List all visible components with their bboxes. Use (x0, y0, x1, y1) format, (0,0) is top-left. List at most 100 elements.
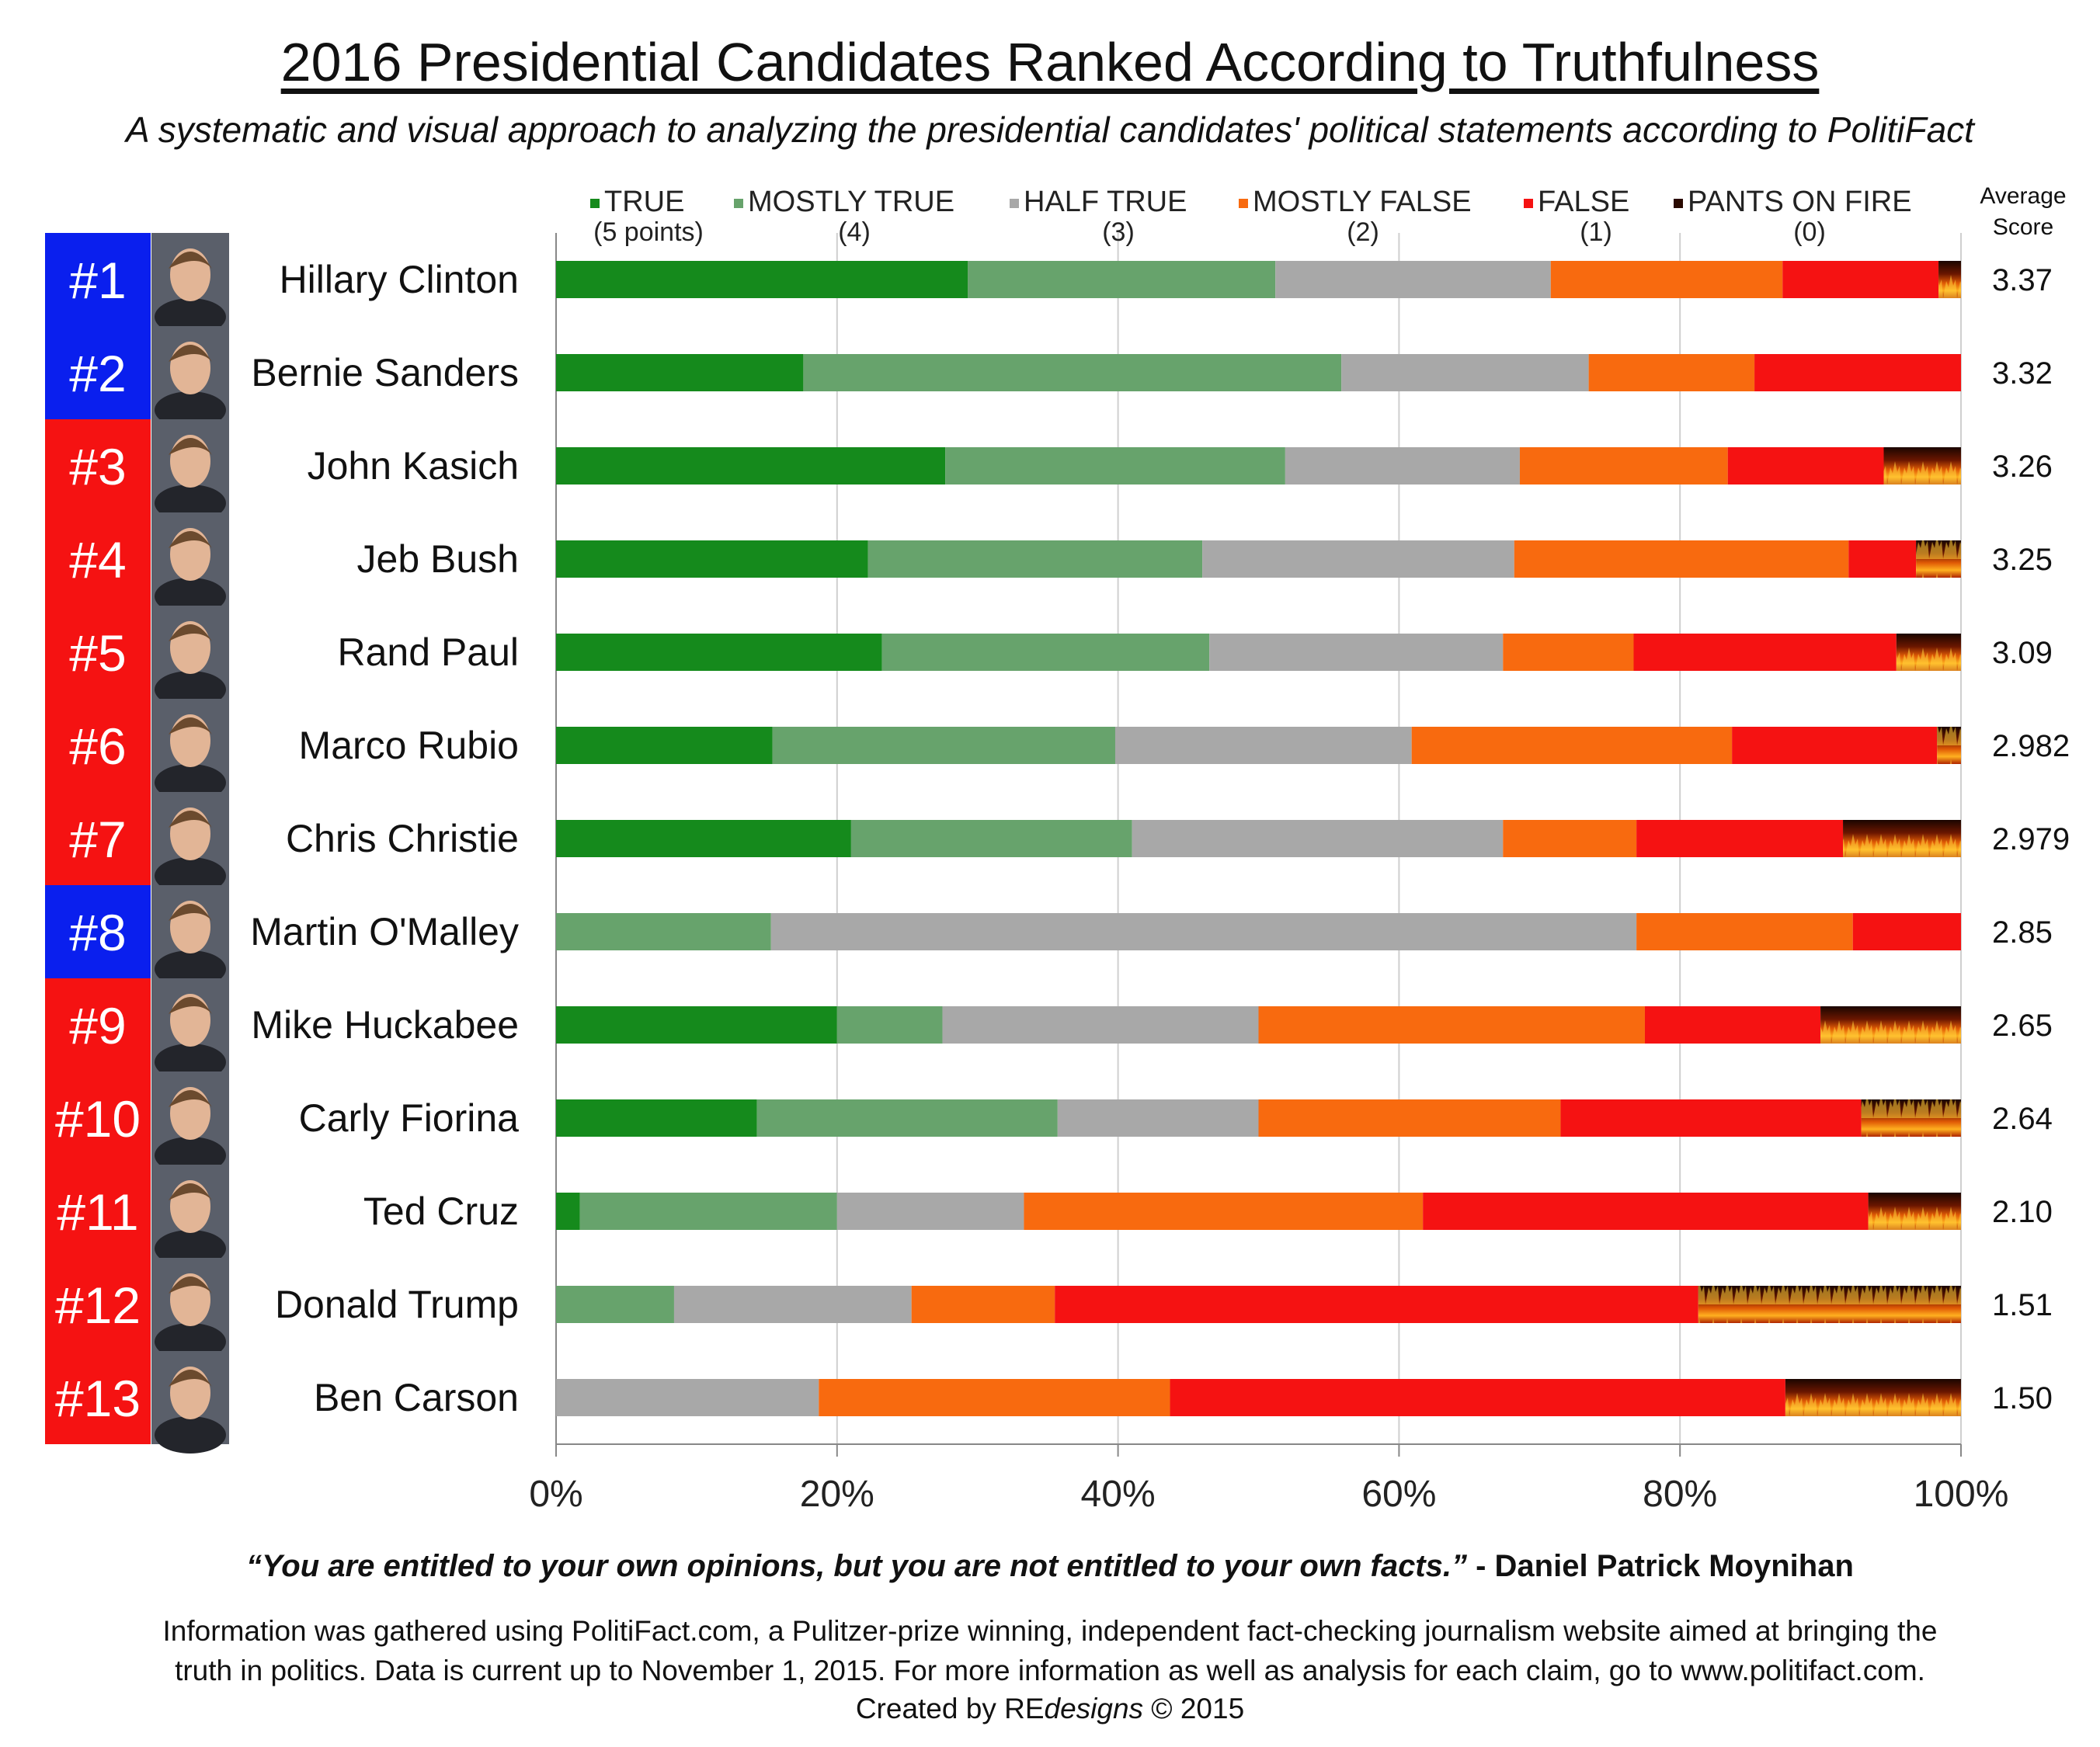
average-score-header-line1: Average (1980, 183, 2066, 209)
rank-badge (45, 978, 151, 1071)
candidate-name: Ben Carson (314, 1376, 519, 1419)
footer-info: Information was gathered using PolitiFac… (47, 1611, 2053, 1690)
x-tick-label: 60% (1361, 1474, 1436, 1515)
photo-hair (169, 252, 212, 269)
rank-label: #5 (69, 624, 126, 682)
candidate-name: Donald Trump (275, 1283, 519, 1326)
legend-points: (2) (1347, 217, 1379, 247)
rank-label: #2 (69, 345, 126, 402)
fire-texture (1938, 261, 1961, 298)
bar-segment-mostly-true (945, 447, 1285, 485)
bar-segment-true (556, 354, 804, 391)
bar-segment-mostly-true (556, 913, 771, 950)
bar-segment-mostly-true (968, 261, 1276, 298)
bar-segment-mostly-false (1519, 447, 1728, 485)
bar-segment-half-true (1341, 354, 1589, 391)
average-score-header-line2: Score (1993, 214, 2053, 240)
photo-hair (169, 531, 212, 548)
bar-segment-mostly-false (1550, 261, 1783, 298)
bar-segment-true (556, 634, 882, 671)
bar-segment-half-true (673, 1286, 912, 1323)
legend-label: FALSE (1538, 186, 1629, 218)
average-score: 2.10 (1992, 1195, 2053, 1229)
average-score: 3.32 (1992, 356, 2053, 391)
photo-hair (169, 997, 212, 1014)
x-tick-label: 80% (1643, 1474, 1717, 1515)
photo-hair (169, 345, 212, 362)
rank-badge (45, 1258, 151, 1351)
bar-segment-true (556, 727, 773, 764)
bar-segment-false (1633, 634, 1897, 671)
chart-subtitle: A systematic and visual approach to anal… (126, 109, 1974, 150)
footer-quote: “You are entitled to your own opinions, … (0, 1549, 2100, 1584)
bar-segment-mostly-true (836, 1006, 943, 1044)
rank-badge (45, 699, 151, 792)
bar-segment-mostly-true (881, 634, 1210, 671)
average-score: 1.51 (1992, 1288, 2053, 1322)
bar-segment-mostly-true (756, 1099, 1058, 1137)
rank-badge (45, 419, 151, 512)
fire-texture (1820, 1006, 1961, 1044)
bar-segment-mostly-true (850, 820, 1132, 857)
fire-texture (1861, 1099, 1961, 1137)
bar-segment-half-true (1285, 447, 1520, 485)
rank-badge (45, 792, 151, 885)
legend-label: MOSTLY TRUE (748, 186, 954, 218)
rank-label: #7 (69, 811, 126, 868)
candidate-name: Martin O'Malley (250, 910, 519, 953)
bar-segment-false (1423, 1193, 1869, 1230)
quote-text: “You are entitled to your own opinions, … (246, 1549, 1467, 1583)
fire-texture (1937, 727, 1961, 764)
bar-segment-false (1848, 540, 1917, 578)
bar-segment-half-true (1275, 261, 1551, 298)
legend-points: (1) (1580, 217, 1612, 247)
legend-points: (5 points) (593, 217, 704, 247)
bar-segment-mostly-true (803, 354, 1342, 391)
rank-label: #3 (69, 438, 126, 495)
rank-label: #10 (55, 1090, 141, 1148)
fire-texture (1896, 634, 1961, 671)
rank-badge (45, 1071, 151, 1165)
rank-label: #13 (55, 1370, 141, 1427)
bar-segment-true (556, 1099, 757, 1137)
bar-segment-mostly-true (579, 1193, 837, 1230)
bar-segment-false (1782, 261, 1939, 298)
legend-swatch-mostly-false (1239, 199, 1248, 208)
credit-italic: designs (1044, 1693, 1144, 1724)
candidate-name: John Kasich (308, 444, 519, 488)
bar-segment-half-true (1202, 540, 1514, 578)
average-score: 3.09 (1992, 636, 2053, 670)
bar-segment-mostly-false (1503, 634, 1634, 671)
photo-hair (169, 1183, 212, 1200)
footer-credit: Created by REdesigns © 2015 (0, 1693, 2100, 1725)
bar-segment-false (1170, 1379, 1785, 1416)
bar-segment-true (556, 1193, 580, 1230)
fire-texture (1916, 540, 1961, 578)
candidate-name: Marco Rubio (299, 724, 519, 767)
candidate-name: Hillary Clinton (280, 258, 519, 301)
bar-segment-half-true (942, 1006, 1259, 1044)
bar-segment-mostly-true (867, 540, 1203, 578)
legend-points: (3) (1102, 217, 1135, 247)
bar-segment-true (556, 540, 868, 578)
rank-label: #8 (69, 904, 126, 961)
bar-segment-false (1754, 354, 1961, 391)
photo-hair (169, 624, 212, 641)
average-score: 2.64 (1992, 1102, 2053, 1136)
candidate-name: Rand Paul (338, 630, 520, 674)
bar-segment-mostly-false (1024, 1193, 1424, 1230)
bar-segment-mostly-false (1588, 354, 1755, 391)
info-line-2: truth in politics. Data is current up to… (175, 1655, 1925, 1686)
legend-label: TRUE (604, 186, 684, 218)
bar-segment-mostly-false (819, 1379, 1170, 1416)
photo-hair (169, 811, 212, 828)
bar-segment-true (556, 261, 968, 298)
rank-label: #4 (69, 531, 126, 589)
legend-label: HALF TRUE (1024, 186, 1187, 218)
photo-hair (169, 717, 212, 735)
rank-label: #11 (57, 1183, 138, 1241)
average-score: 3.26 (1992, 450, 2053, 484)
average-score: 2.982 (1992, 729, 2070, 763)
bar-segment-false (1852, 913, 1961, 950)
candidate-name: Ted Cruz (363, 1190, 519, 1233)
